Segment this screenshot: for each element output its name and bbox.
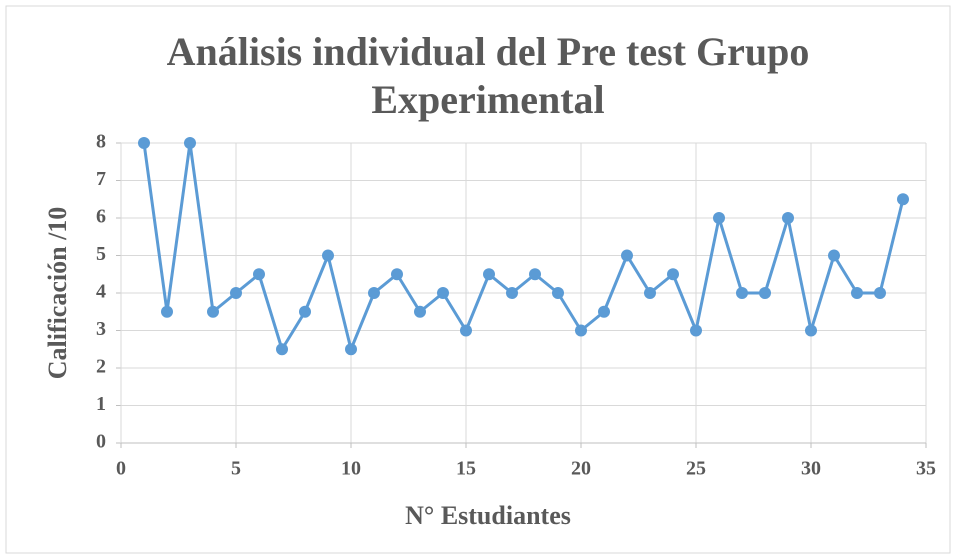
marker <box>874 287 886 299</box>
marker <box>368 287 380 299</box>
marker <box>161 305 173 318</box>
marker <box>690 324 702 337</box>
x-tick-label: 25 <box>686 458 706 480</box>
y-tick-label: 8 <box>96 131 106 153</box>
marker <box>391 268 403 281</box>
marker <box>322 249 334 262</box>
marker <box>207 305 219 318</box>
x-tick-label: 20 <box>571 458 591 480</box>
marker <box>759 287 771 299</box>
x-tick-label: 30 <box>801 458 821 480</box>
marker <box>552 287 564 299</box>
marker <box>437 287 449 299</box>
marker <box>621 249 633 262</box>
x-axis-label: N° Estudiantes <box>405 501 571 530</box>
y-tick-label: 5 <box>96 243 106 265</box>
marker <box>782 212 794 224</box>
marker <box>506 287 518 299</box>
marker <box>575 324 587 337</box>
marker <box>736 287 748 299</box>
marker <box>828 249 840 262</box>
marker <box>276 343 288 356</box>
marker <box>299 305 311 318</box>
x-tick-label: 10 <box>341 458 361 480</box>
marker <box>644 287 656 299</box>
y-tick-label: 2 <box>96 356 106 378</box>
y-tick-label: 1 <box>96 393 106 415</box>
line <box>142 141 905 351</box>
x-tick-label: 35 <box>916 458 936 480</box>
y-tick-label: 4 <box>96 281 106 303</box>
y-tick-label: 7 <box>96 168 106 190</box>
y-tick-label: 0 <box>96 431 106 453</box>
x-tick-label: 15 <box>456 458 476 480</box>
marker <box>230 287 242 299</box>
marker <box>667 268 679 281</box>
y-tick-label: 3 <box>96 318 106 340</box>
marker <box>460 324 472 337</box>
marker <box>529 268 541 281</box>
y-tick-label: 6 <box>96 206 106 228</box>
marker <box>805 324 817 337</box>
marker <box>713 212 725 224</box>
x-tick-label: 5 <box>231 458 241 480</box>
y-axis-label: Calificación /10 <box>43 207 72 380</box>
chart-title: Análisis individual del Pre test Grupo E… <box>166 29 810 122</box>
chart-border <box>5 5 951 554</box>
marker <box>253 268 265 281</box>
marker <box>598 305 610 318</box>
marker <box>345 343 357 356</box>
marker <box>184 137 196 149</box>
marker <box>851 287 863 299</box>
marker <box>138 137 150 149</box>
marker <box>483 268 495 281</box>
marker <box>897 193 909 206</box>
x-tick-label: 0 <box>116 458 126 480</box>
marker <box>414 305 426 318</box>
